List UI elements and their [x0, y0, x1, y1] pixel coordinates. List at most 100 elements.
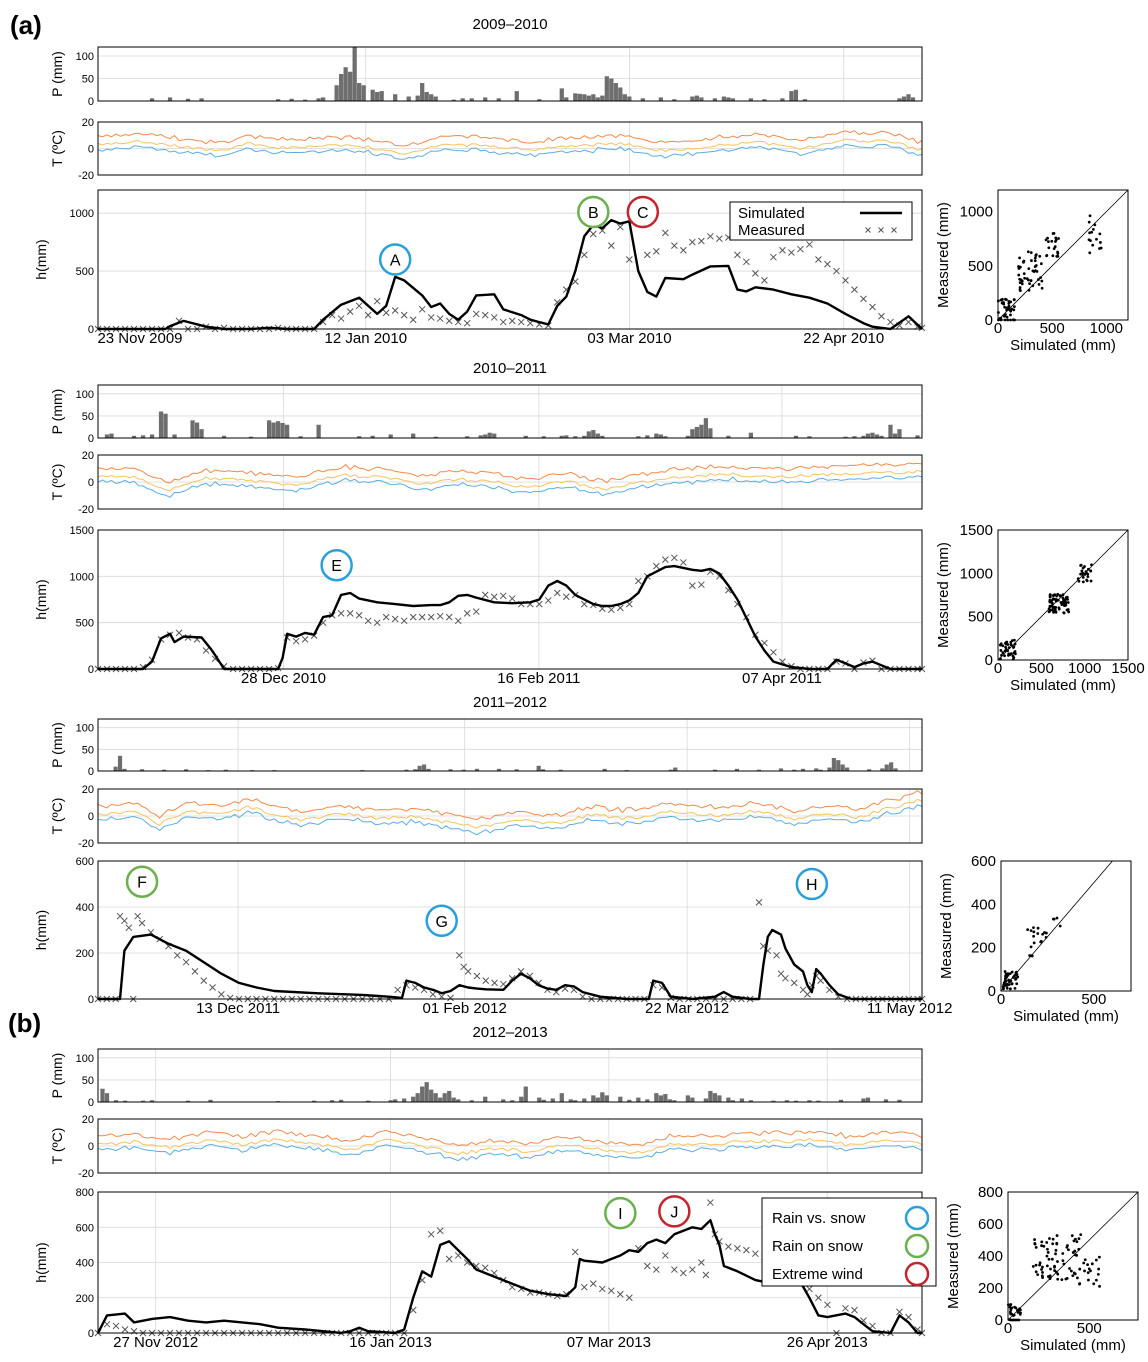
precip-bar [122, 1100, 128, 1102]
scatter-point [1090, 563, 1093, 567]
measured-point [400, 311, 408, 319]
precip-bar [496, 768, 502, 771]
precip-bar [658, 1095, 663, 1102]
precip-bar [672, 99, 677, 101]
temp-mean-line [97, 469, 923, 492]
measured-point [346, 308, 354, 315]
temp-mean-line [97, 1137, 923, 1156]
measured-point [481, 591, 489, 599]
measured-point [806, 241, 813, 248]
date-tick-label: 11 May 2012 [867, 1000, 953, 1017]
scatter-x-tick: 1000 [1068, 660, 1101, 677]
scatter-point [1028, 954, 1032, 957]
event-label: J [670, 1204, 678, 1221]
simulated-line [98, 218, 923, 331]
precip-bar [421, 764, 427, 771]
event-marker-J: J [658, 1195, 691, 1228]
date-tick-label: 13 Dec 2011 [196, 1000, 280, 1017]
precip-bar [685, 435, 690, 438]
precip-bar [393, 1099, 398, 1102]
legend-simulated-label: Simulated [738, 205, 805, 222]
precip-bar [343, 67, 348, 101]
scatter-point [1079, 1233, 1083, 1237]
precip-bar [636, 436, 641, 438]
precip-bar [275, 421, 281, 438]
temp-axes [97, 121, 923, 176]
measured-point [445, 1255, 453, 1263]
precip-bar [483, 97, 488, 101]
precip-bar [321, 97, 326, 101]
scatter-point [1034, 1270, 1038, 1274]
scatter-point [1065, 1245, 1069, 1249]
precip-bar [667, 1099, 672, 1102]
precip-bar [867, 769, 872, 771]
precip-bar [771, 1100, 776, 1102]
measured-point [689, 1266, 696, 1273]
scatter-point [1005, 308, 1009, 312]
scatter-point [1047, 1257, 1051, 1261]
scatter-point [1054, 1248, 1058, 1252]
measured-point [544, 597, 552, 604]
temp-y-label: T (ºC) [49, 464, 65, 501]
precip-bar [140, 1100, 146, 1102]
scatter-point [1018, 277, 1022, 281]
scatter-point [1081, 580, 1085, 584]
scatter-point [1098, 247, 1101, 250]
scatter-point [1092, 1282, 1096, 1286]
event-marker-C: C [626, 195, 660, 229]
scatter-point [1037, 283, 1041, 286]
measured-point [436, 1227, 444, 1235]
precip-bar [402, 1098, 407, 1102]
scatter-point [1009, 313, 1012, 317]
scatter-point [1097, 1267, 1101, 1271]
precip-bar [167, 97, 173, 101]
precip-bar [537, 1097, 542, 1102]
scatter-point [1083, 565, 1086, 568]
precip-bar [627, 96, 632, 101]
precip-bar [339, 1099, 344, 1102]
scatter-y-tick: 500 [968, 258, 993, 275]
precip-bar [703, 1098, 708, 1102]
scatter-point [1007, 302, 1011, 305]
measured-point [616, 223, 624, 231]
precip-bar [460, 98, 465, 101]
precip-bar [366, 1100, 371, 1102]
scatter-point [1060, 601, 1064, 605]
precip-bar [573, 93, 578, 101]
measured-point [790, 979, 798, 987]
scatter-point [1098, 232, 1102, 236]
scatter-point [1044, 931, 1048, 935]
precip-y-tick: 50 [82, 411, 94, 423]
scatter-point [1055, 594, 1059, 598]
scatter-y-tick: 200 [971, 940, 996, 957]
temp-y-tick: 0 [88, 477, 94, 489]
precip-bar [558, 769, 563, 771]
measured-point [842, 1304, 849, 1312]
scatter-point [1018, 256, 1021, 260]
scatter-y-label: Measured (mm) [945, 1203, 962, 1309]
scatter-point [1075, 1240, 1079, 1244]
precip-y-tick: 0 [88, 433, 94, 445]
scatter-point [1071, 1274, 1075, 1278]
scatter-point [1006, 643, 1010, 646]
measured-point [797, 245, 804, 253]
scatter-point [1033, 1238, 1036, 1241]
precip-bar [461, 769, 466, 771]
scatter-point [1008, 972, 1012, 976]
precip-axes [97, 384, 923, 439]
precip-bar [685, 1095, 690, 1102]
scatter-point [1079, 564, 1083, 567]
precip-bar [271, 422, 276, 438]
temp-min-line [97, 1142, 923, 1162]
temp-y-tick: -20 [78, 170, 94, 182]
date-tick-label: 26 Apr 2013 [787, 1334, 868, 1351]
measured-point [625, 256, 633, 263]
scatter-point [1069, 1269, 1073, 1273]
precip-bar [595, 97, 600, 101]
precip-bar [816, 1100, 821, 1102]
precip-bar [843, 436, 848, 438]
measured-point [670, 554, 678, 562]
precip-bar [487, 432, 492, 438]
scatter-point [1039, 939, 1043, 943]
season-title: 2012–2013 [472, 1024, 547, 1041]
